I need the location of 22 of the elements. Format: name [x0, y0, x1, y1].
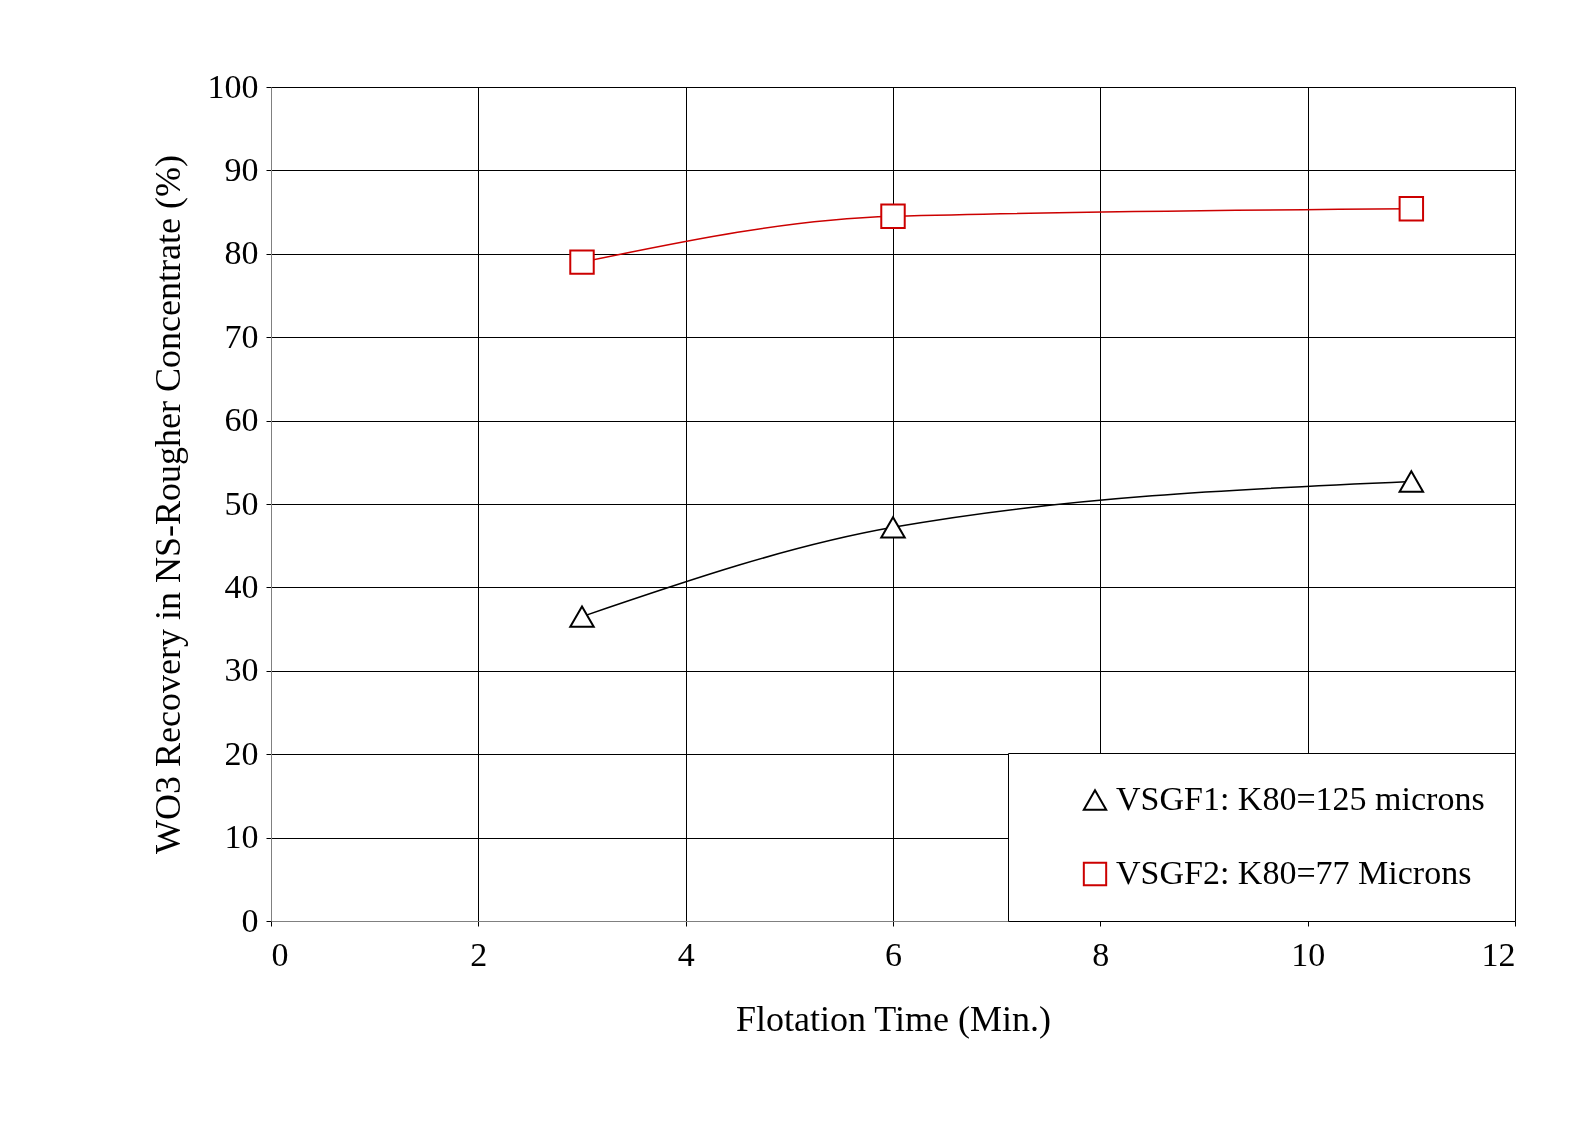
y-axis-title: WO3 Recovery in NS-Rougher Concentrate (%) — [147, 155, 188, 854]
y-tick-label: 20 — [224, 734, 259, 772]
y-tick-label: 30 — [224, 651, 259, 689]
x-tick-label: 12 — [1481, 935, 1516, 973]
legend-label: VSGF1: K80=125 microns — [1116, 780, 1485, 817]
x-tick-label: 10 — [1291, 935, 1326, 973]
x-tick-label: 6 — [885, 935, 902, 973]
y-tick-label: 10 — [224, 818, 259, 856]
y-tick-label: 0 — [241, 901, 259, 939]
x-tick-label: 8 — [1092, 935, 1110, 973]
y-tick-label: 40 — [224, 567, 259, 605]
legend-label: VSGF2: K80=77 Microns — [1116, 854, 1472, 891]
y-tick-label: 80 — [224, 234, 259, 272]
y-tick-label: 100 — [207, 67, 259, 105]
x-tick-label: 2 — [470, 935, 488, 973]
y-tick-label: 50 — [224, 484, 259, 522]
y-tick-label: 90 — [224, 150, 259, 188]
x-axis-title: Flotation Time (Min.) — [735, 998, 1052, 1039]
x-tick-label: 4 — [677, 935, 695, 973]
y-tick-label: 60 — [224, 401, 259, 439]
x-tick-label: 0 — [271, 935, 289, 973]
y-tick-label: 70 — [224, 317, 259, 355]
